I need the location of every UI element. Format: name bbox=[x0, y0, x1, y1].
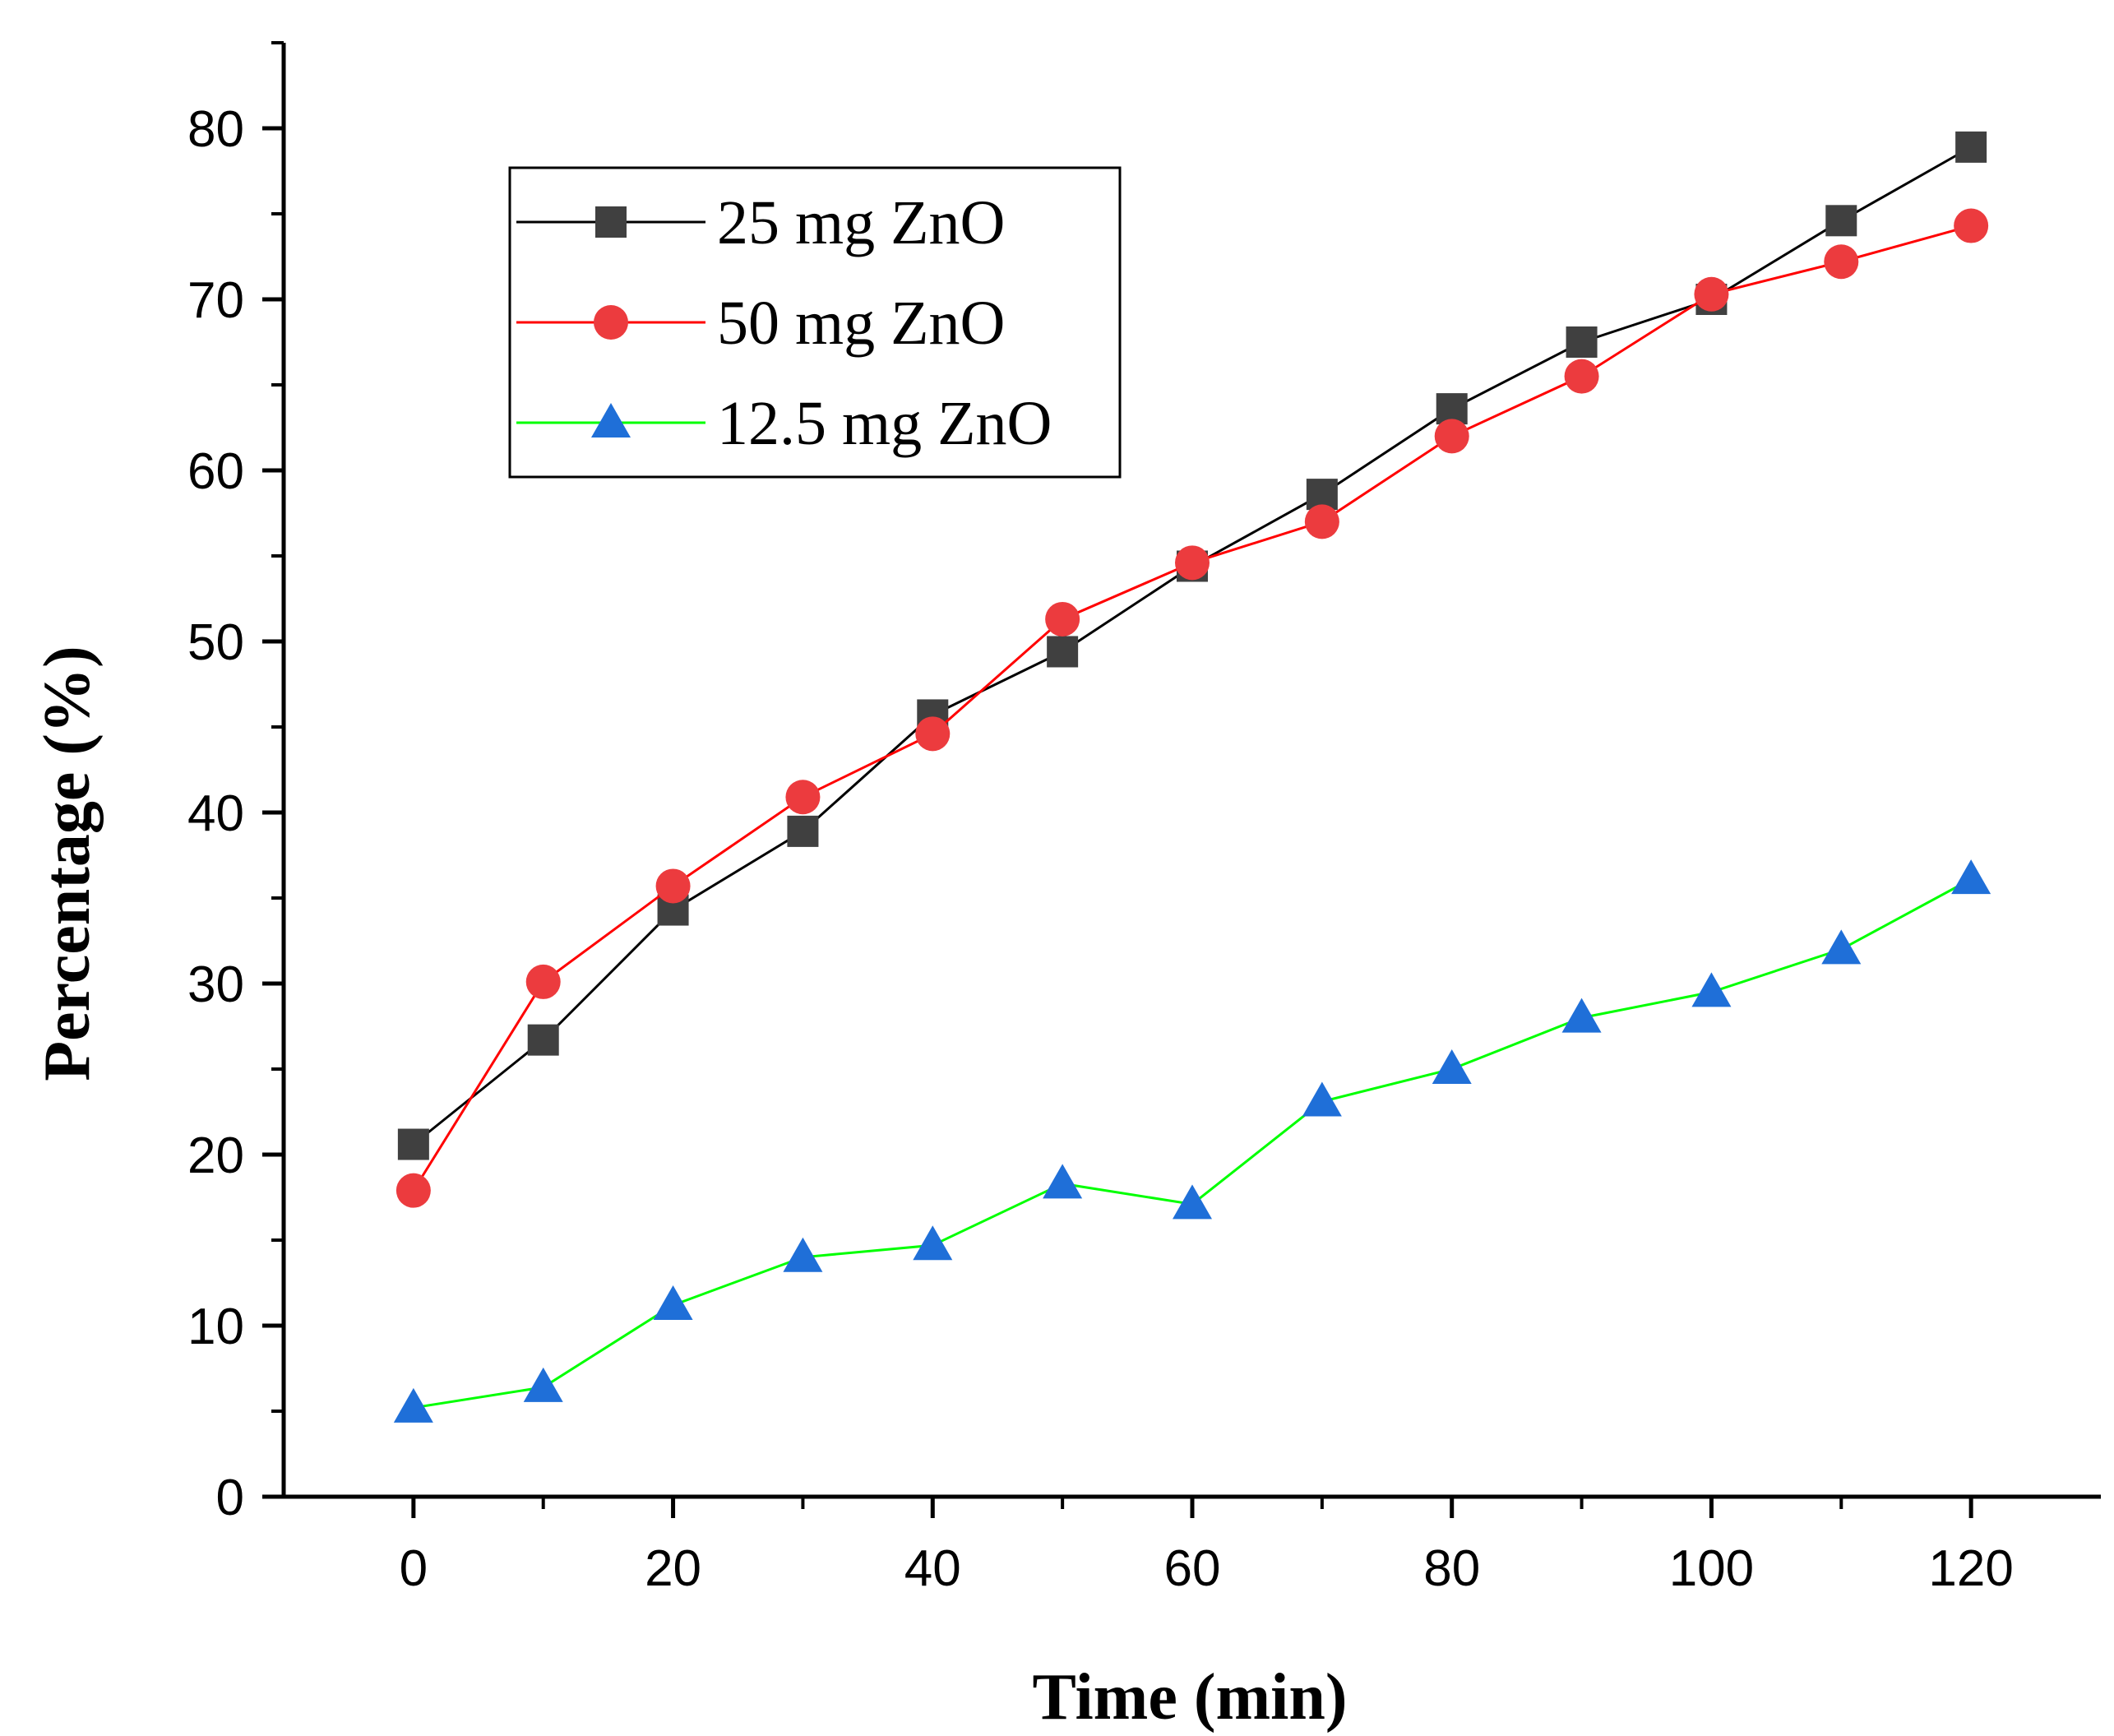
legend-marker bbox=[595, 206, 627, 238]
data-point bbox=[1951, 859, 1991, 895]
data-point bbox=[785, 780, 821, 815]
y-tick-label: 40 bbox=[187, 785, 244, 842]
y-tick-label: 30 bbox=[187, 956, 244, 1013]
y-axis-title: Percentage (%) bbox=[31, 646, 104, 1081]
x-tick-label: 20 bbox=[645, 1540, 701, 1597]
data-point bbox=[787, 815, 819, 847]
legend-marker bbox=[591, 403, 631, 437]
data-point bbox=[1302, 1081, 1342, 1117]
data-point bbox=[1694, 276, 1729, 312]
series-group bbox=[393, 131, 1991, 1423]
data-point bbox=[1434, 419, 1469, 454]
data-point bbox=[1691, 972, 1732, 1007]
y-tick-label: 70 bbox=[187, 272, 244, 329]
y-tick-label: 10 bbox=[187, 1299, 244, 1355]
series-50-mg-zno bbox=[396, 208, 1989, 1208]
data-point bbox=[1432, 1049, 1472, 1084]
data-point bbox=[783, 1237, 823, 1272]
x-tick-label: 40 bbox=[904, 1540, 961, 1597]
y-tick-label: 0 bbox=[216, 1470, 244, 1526]
legend-marker bbox=[594, 305, 628, 340]
data-point bbox=[1821, 929, 1862, 965]
x-tick-label: 120 bbox=[1928, 1540, 2013, 1597]
data-point bbox=[1824, 244, 1859, 280]
y-tick-label: 20 bbox=[187, 1127, 244, 1184]
series-12-5-mg-zno bbox=[393, 859, 1991, 1423]
legend-label: 50 mg ZnO bbox=[717, 289, 1005, 358]
data-point bbox=[1566, 326, 1598, 358]
axes: 0 20 40 60 80 100 120 0 10 20 30 40 50 60 70 80 bbox=[187, 41, 2101, 1597]
data-point bbox=[1825, 205, 1857, 237]
legend-entry: 12.5 mg ZnO bbox=[516, 389, 1052, 458]
y-tick-label: 60 bbox=[187, 443, 244, 500]
legend-entry: 50 mg ZnO bbox=[516, 289, 1005, 358]
data-point bbox=[527, 1024, 559, 1056]
y-tick-label: 50 bbox=[187, 614, 244, 671]
legend-entry: 25 mg ZnO bbox=[516, 188, 1005, 257]
data-point bbox=[913, 1225, 953, 1261]
data-point bbox=[393, 1387, 433, 1423]
data-point bbox=[1304, 504, 1339, 539]
data-point bbox=[1175, 545, 1210, 581]
data-point bbox=[1047, 636, 1079, 668]
data-point bbox=[653, 1285, 693, 1321]
data-point bbox=[525, 964, 561, 999]
data-point bbox=[1564, 359, 1599, 394]
data-point bbox=[1561, 998, 1602, 1033]
data-point bbox=[523, 1367, 563, 1402]
legend: 25 mg ZnO 50 mg ZnO 12.5 mg ZnO bbox=[508, 166, 1122, 479]
legend-label: 12.5 mg ZnO bbox=[717, 389, 1052, 458]
data-point bbox=[1173, 1184, 1212, 1220]
x-tick-label: 60 bbox=[1164, 1540, 1221, 1597]
data-point bbox=[396, 1173, 431, 1208]
data-point bbox=[1043, 1164, 1083, 1199]
series-line bbox=[413, 877, 1972, 1410]
legend-label: 25 mg ZnO bbox=[717, 188, 1005, 257]
x-tick-label: 80 bbox=[1423, 1540, 1480, 1597]
data-point bbox=[397, 1128, 429, 1160]
data-point bbox=[1045, 601, 1080, 637]
data-point bbox=[655, 868, 691, 904]
data-point bbox=[1955, 131, 1987, 163]
y-tick-label: 80 bbox=[187, 101, 244, 158]
x-tick-label: 100 bbox=[1669, 1540, 1754, 1597]
x-tick-label: 0 bbox=[400, 1540, 428, 1597]
data-point bbox=[915, 716, 951, 752]
x-axis-title: Time (min) bbox=[1033, 1661, 1348, 1734]
data-point bbox=[1954, 208, 1989, 243]
